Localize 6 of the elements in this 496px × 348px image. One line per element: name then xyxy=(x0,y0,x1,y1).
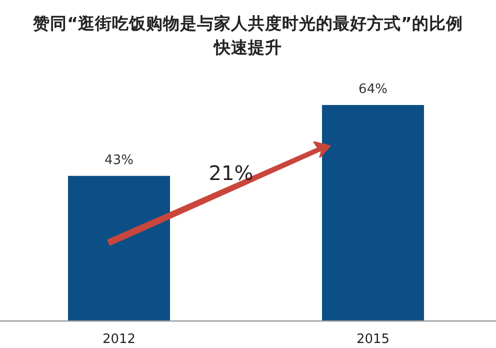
data-label: 43% xyxy=(104,152,134,168)
annotation: 21% xyxy=(208,161,254,185)
title: 赞同“逛街吃饭购物是与家人共度时光的最好方式”的比例快速提升 xyxy=(32,13,464,59)
x-tick-label: 2015 xyxy=(356,332,390,347)
x-tick-label: 2012 xyxy=(102,332,136,347)
data-label: 64% xyxy=(358,82,388,97)
